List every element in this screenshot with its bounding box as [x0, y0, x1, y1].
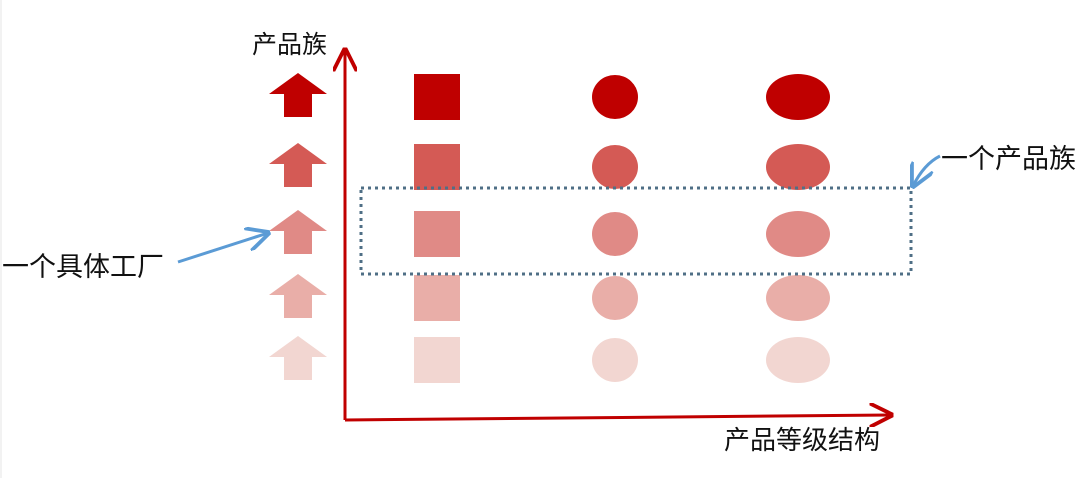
row-1-circle	[592, 75, 638, 119]
factory-annotation-label: 一个具体工厂	[2, 252, 164, 283]
row-2-circle	[592, 145, 638, 189]
row-5-circle	[592, 338, 638, 382]
row-5-arrow-icon	[269, 336, 327, 380]
row-3-ellipse	[766, 211, 830, 257]
row-4-square	[414, 275, 460, 321]
row-4-arrow-icon	[269, 274, 327, 318]
row-2-square	[414, 144, 460, 190]
row-1-ellipse	[766, 74, 830, 120]
row-3-arrow-icon	[269, 210, 327, 254]
family-pointer-arrow	[913, 154, 941, 186]
row-3-circle	[592, 212, 638, 256]
row-2-arrow-icon	[269, 143, 327, 187]
row-1-arrow-icon	[269, 73, 327, 117]
row-2-ellipse	[766, 144, 830, 190]
shape-grid	[269, 73, 830, 383]
product-family-highlight-box	[359, 186, 913, 276]
factory-pointer-arrow	[177, 233, 268, 264]
row-5-square	[414, 337, 460, 383]
x-axis-label: 产品等级结构	[724, 426, 881, 456]
row-4-ellipse	[766, 275, 830, 321]
x-axis-line	[344, 415, 891, 420]
y-axis-label: 产品族	[252, 30, 328, 59]
row-5-ellipse	[766, 337, 830, 383]
row-3-square	[414, 211, 460, 257]
row-4-circle	[592, 276, 638, 320]
row-1-square	[414, 74, 460, 120]
family-annotation-label: 一个产品族	[941, 144, 1076, 175]
